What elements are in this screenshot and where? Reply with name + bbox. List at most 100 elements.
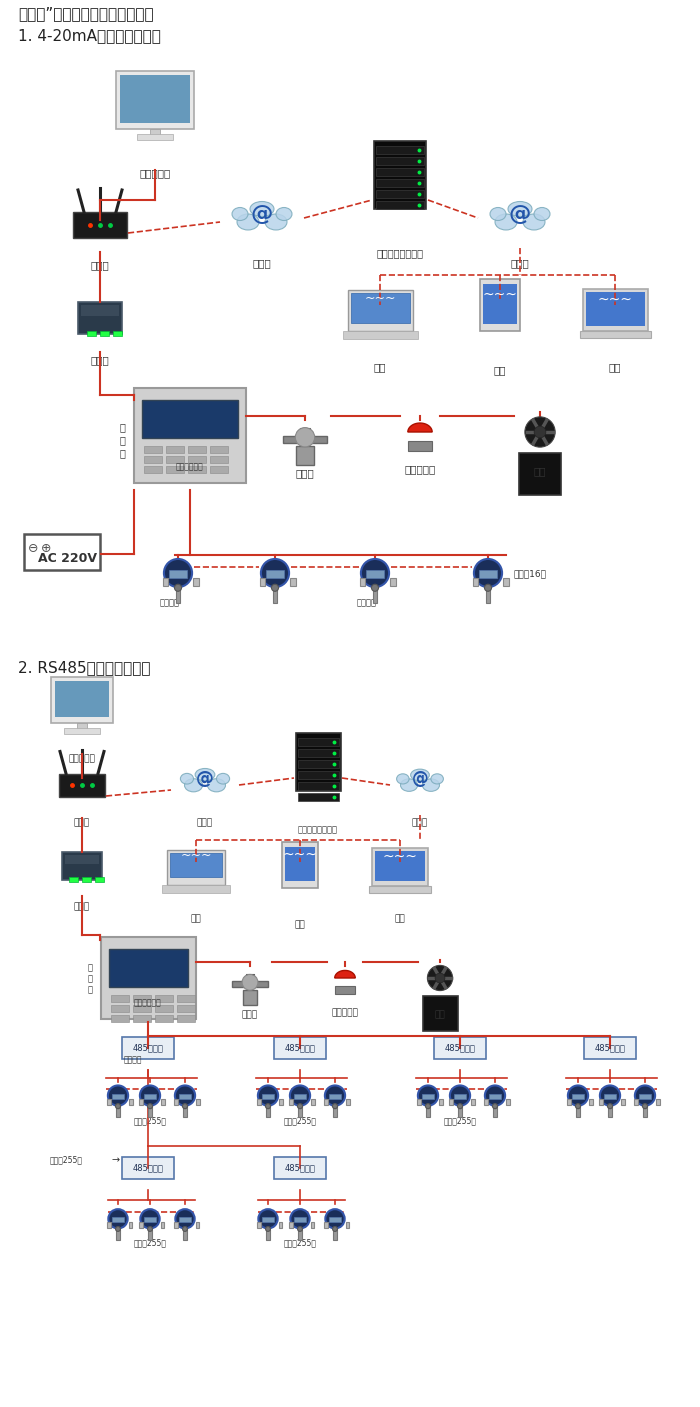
FancyBboxPatch shape xyxy=(51,677,113,723)
FancyBboxPatch shape xyxy=(64,727,100,734)
FancyBboxPatch shape xyxy=(107,1099,111,1106)
FancyBboxPatch shape xyxy=(166,466,184,473)
FancyBboxPatch shape xyxy=(634,1099,638,1106)
FancyBboxPatch shape xyxy=(176,588,180,604)
Circle shape xyxy=(164,559,192,587)
FancyBboxPatch shape xyxy=(347,290,412,331)
Text: 电脑: 电脑 xyxy=(374,362,386,371)
Ellipse shape xyxy=(411,770,429,781)
FancyBboxPatch shape xyxy=(279,1099,283,1106)
Ellipse shape xyxy=(237,214,259,229)
Circle shape xyxy=(325,1085,345,1106)
FancyBboxPatch shape xyxy=(111,1093,125,1099)
Text: 485中继器: 485中继器 xyxy=(285,1044,316,1052)
FancyBboxPatch shape xyxy=(584,1037,636,1059)
Text: 互联网: 互联网 xyxy=(412,817,428,827)
Text: 可连接255台: 可连接255台 xyxy=(284,1116,316,1126)
FancyBboxPatch shape xyxy=(333,1228,337,1240)
FancyBboxPatch shape xyxy=(162,885,230,893)
Circle shape xyxy=(183,1103,188,1109)
FancyBboxPatch shape xyxy=(473,577,478,587)
Ellipse shape xyxy=(523,214,545,229)
Circle shape xyxy=(298,1103,302,1109)
FancyBboxPatch shape xyxy=(589,1099,593,1106)
FancyBboxPatch shape xyxy=(174,1221,178,1228)
Circle shape xyxy=(428,965,453,991)
FancyBboxPatch shape xyxy=(285,847,315,881)
FancyBboxPatch shape xyxy=(78,303,122,333)
FancyBboxPatch shape xyxy=(196,1099,200,1106)
FancyBboxPatch shape xyxy=(59,774,105,796)
Circle shape xyxy=(568,1085,588,1106)
FancyBboxPatch shape xyxy=(77,723,87,733)
FancyBboxPatch shape xyxy=(373,588,377,604)
Circle shape xyxy=(140,1085,160,1106)
Circle shape xyxy=(261,559,289,587)
Circle shape xyxy=(140,1209,160,1228)
FancyBboxPatch shape xyxy=(643,1106,647,1117)
FancyBboxPatch shape xyxy=(260,577,265,587)
Circle shape xyxy=(258,1209,278,1228)
Text: ~~~: ~~~ xyxy=(283,848,317,862)
Text: 讯: 讯 xyxy=(119,435,125,445)
FancyBboxPatch shape xyxy=(289,1099,293,1106)
Text: 声光报警器: 声光报警器 xyxy=(405,464,435,474)
Circle shape xyxy=(608,1103,612,1109)
Text: @: @ xyxy=(196,770,214,788)
Text: 485中继器: 485中继器 xyxy=(132,1164,163,1172)
Circle shape xyxy=(272,584,279,591)
FancyBboxPatch shape xyxy=(298,739,339,746)
Circle shape xyxy=(450,1085,470,1106)
FancyBboxPatch shape xyxy=(293,1093,307,1099)
FancyBboxPatch shape xyxy=(188,446,206,453)
Circle shape xyxy=(643,1103,648,1109)
Ellipse shape xyxy=(431,774,443,784)
Circle shape xyxy=(265,1103,270,1109)
Text: 信号输出: 信号输出 xyxy=(160,598,180,606)
Ellipse shape xyxy=(181,774,193,784)
FancyBboxPatch shape xyxy=(174,1099,178,1106)
Ellipse shape xyxy=(490,207,506,221)
FancyBboxPatch shape xyxy=(116,70,194,129)
FancyBboxPatch shape xyxy=(55,681,109,718)
FancyBboxPatch shape xyxy=(148,1228,151,1240)
Text: 可连接255台: 可连接255台 xyxy=(50,1155,83,1165)
FancyBboxPatch shape xyxy=(137,134,173,141)
Text: 485中继器: 485中继器 xyxy=(444,1044,475,1052)
FancyBboxPatch shape xyxy=(132,1014,150,1021)
Circle shape xyxy=(426,1103,430,1109)
FancyBboxPatch shape xyxy=(335,985,356,993)
FancyBboxPatch shape xyxy=(372,848,428,886)
FancyBboxPatch shape xyxy=(139,1099,143,1106)
FancyBboxPatch shape xyxy=(176,995,195,1002)
Text: 路由器: 路由器 xyxy=(74,817,90,827)
Ellipse shape xyxy=(185,778,202,792)
Circle shape xyxy=(116,1227,120,1231)
FancyBboxPatch shape xyxy=(262,1217,274,1223)
Circle shape xyxy=(108,1209,127,1228)
FancyBboxPatch shape xyxy=(580,331,650,338)
FancyBboxPatch shape xyxy=(294,1217,306,1223)
FancyBboxPatch shape xyxy=(144,466,162,473)
Ellipse shape xyxy=(397,774,409,784)
FancyBboxPatch shape xyxy=(329,1217,341,1223)
FancyBboxPatch shape xyxy=(376,167,424,176)
Text: ~~~: ~~~ xyxy=(598,293,632,307)
FancyBboxPatch shape xyxy=(582,288,648,331)
FancyBboxPatch shape xyxy=(656,1099,660,1106)
Text: 互联网: 互联网 xyxy=(253,257,272,267)
Text: 2. RS485信号连接系统图: 2. RS485信号连接系统图 xyxy=(18,660,150,675)
FancyBboxPatch shape xyxy=(298,760,339,768)
Circle shape xyxy=(332,1227,337,1231)
Text: 可连接255台: 可连接255台 xyxy=(134,1116,167,1126)
FancyBboxPatch shape xyxy=(161,1099,165,1106)
FancyBboxPatch shape xyxy=(144,1093,156,1099)
FancyBboxPatch shape xyxy=(134,387,246,483)
Circle shape xyxy=(148,1103,153,1109)
FancyBboxPatch shape xyxy=(129,1221,132,1228)
FancyBboxPatch shape xyxy=(366,570,384,578)
Circle shape xyxy=(108,1085,128,1106)
Polygon shape xyxy=(335,971,356,978)
FancyBboxPatch shape xyxy=(638,1093,652,1099)
Circle shape xyxy=(418,1085,438,1106)
